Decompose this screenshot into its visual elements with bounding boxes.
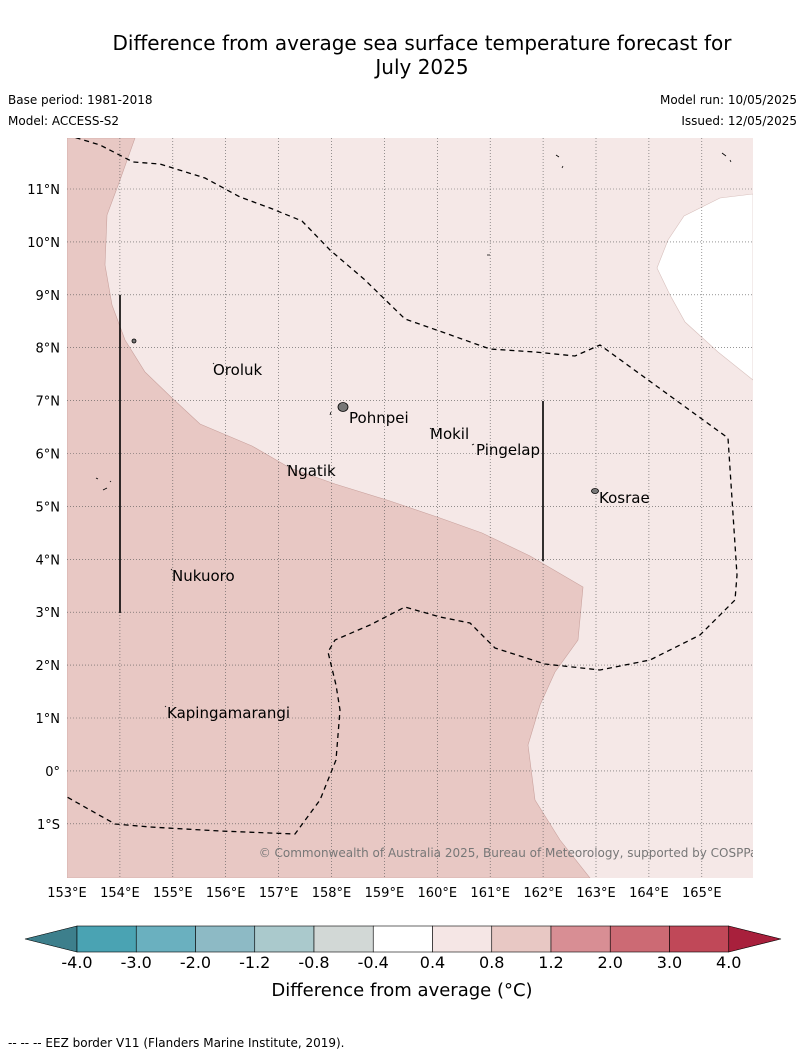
colorbar-extend-low [24, 925, 78, 953]
place-labels: Oroluk Pohnpei Mokil Pingelap Ngatik Kosrae Nu… [167, 361, 650, 722]
latitude-label: 9°N [36, 289, 61, 304]
latitude-label: 7°N [36, 395, 61, 410]
colorbar [24, 925, 782, 953]
place-label-kapingamarangi: Kapingamarangi [167, 704, 290, 722]
colorbar-tick-label: 1.2 [538, 953, 564, 972]
graticule [67, 138, 753, 878]
colorbar-segment [609, 925, 670, 953]
colorbar-segment [254, 925, 315, 953]
latitude-label: 1°N [36, 712, 61, 727]
colorbar-title: Difference from average (°C) [271, 980, 533, 1001]
kosrae-island [591, 488, 599, 494]
title-line-2: July 2025 [375, 55, 469, 79]
colorbar-segment [313, 925, 374, 953]
longitude-label: 157°E [259, 886, 299, 901]
place-label-pohnpei: Pohnpei [349, 409, 409, 427]
longitude-label: 161°E [470, 886, 510, 901]
colorbar-tick-label: 3.0 [656, 953, 683, 972]
latitude-label: 5°N [36, 500, 61, 515]
longitude-label: 158°E [312, 886, 352, 901]
latitude-label: 11°N [27, 183, 60, 198]
colorbar-tick-label: -0.8 [298, 953, 330, 972]
place-label-kosrae: Kosrae [599, 489, 650, 507]
model-name: Model: ACCESS-S2 [8, 114, 120, 128]
eez-borders [67, 138, 738, 835]
colorbar-tick-label: 0.4 [419, 953, 446, 972]
anomaly-region-warm [67, 138, 591, 878]
latitude-label: 8°N [36, 342, 61, 357]
place-label-pingelap: Pingelap [476, 441, 540, 459]
copyright-text: © Commonwealth of Australia 2025, Bureau… [259, 846, 764, 860]
latitude-label: 10°N [27, 236, 60, 251]
colorbar-tick-label: 0.8 [479, 953, 505, 972]
base-period: Base period: 1981-2018 [8, 93, 153, 107]
colorbar-tick-label: -1.2 [239, 953, 271, 972]
place-label-ngatik: Ngatik [287, 462, 336, 480]
longitude-labels: 153°E 154°E 155°E 156°E 157°E 158°E 159°E 160°E… [47, 886, 721, 901]
colorbar-segment [432, 925, 493, 953]
latitude-labels: 11°N 10°N 9°N 8°N 7°N 6°N 5°N 4°N 3°N 2°N 1°N 0° 1°S [27, 183, 60, 833]
latitude-label: 3°N [36, 606, 61, 621]
longitude-label: 164°E [629, 886, 669, 901]
colorbar-segment [550, 925, 611, 953]
longitude-label: 160°E [418, 886, 458, 901]
colorbar-segment [195, 925, 256, 953]
latitude-label: 0° [45, 765, 60, 780]
pohnpei-island [337, 402, 349, 412]
longitude-label: 162°E [523, 886, 563, 901]
place-label-mokil: Mokil [430, 425, 469, 443]
colorbar-tick-label: 2.0 [597, 953, 623, 972]
islet [131, 338, 137, 344]
model-run: Model run: 10/05/2025 [659, 93, 797, 107]
longitude-label: 155°E [153, 886, 193, 901]
longitude-label: 153°E [47, 886, 87, 901]
place-label-nukuoro: Nukuoro [172, 567, 235, 585]
colorbar-tick-label: 4.0 [716, 953, 742, 972]
longitude-label: 159°E [365, 886, 405, 901]
colorbar-segment [372, 925, 433, 953]
colorbar-tick-label: -0.4 [357, 953, 389, 972]
longitude-label: 165°E [682, 886, 722, 901]
footnote: -- -- -- EEZ border V11 (Flanders Marine… [8, 1036, 345, 1050]
small-islets [95, 152, 732, 708]
longitude-label: 156°E [206, 886, 246, 901]
islands [95, 152, 732, 708]
colorbar-segment [669, 925, 730, 953]
map-title: Difference from average sea surface temp… [60, 31, 784, 79]
colorbar-segment [76, 925, 137, 953]
place-label-oroluk: Oroluk [213, 361, 262, 379]
longitude-label: 154°E [100, 886, 140, 901]
longitude-label: 163°E [576, 886, 616, 901]
colorbar-tick-label: -4.0 [61, 953, 93, 972]
colorbar-tick-label: -3.0 [120, 953, 152, 972]
latitude-label: 4°N [36, 553, 61, 568]
latitude-label: 6°N [36, 448, 61, 463]
latitude-label: 1°S [37, 818, 60, 833]
title-line-1: Difference from average sea surface temp… [112, 31, 732, 55]
colorbar-extend-high [728, 925, 782, 953]
colorbar-segment [491, 925, 552, 953]
latitude-label: 2°N [36, 659, 61, 674]
colorbar-segment [135, 925, 196, 953]
colorbar-tick-label: -2.0 [179, 953, 212, 972]
issued-date: Issued: 12/05/2025 [681, 114, 797, 128]
